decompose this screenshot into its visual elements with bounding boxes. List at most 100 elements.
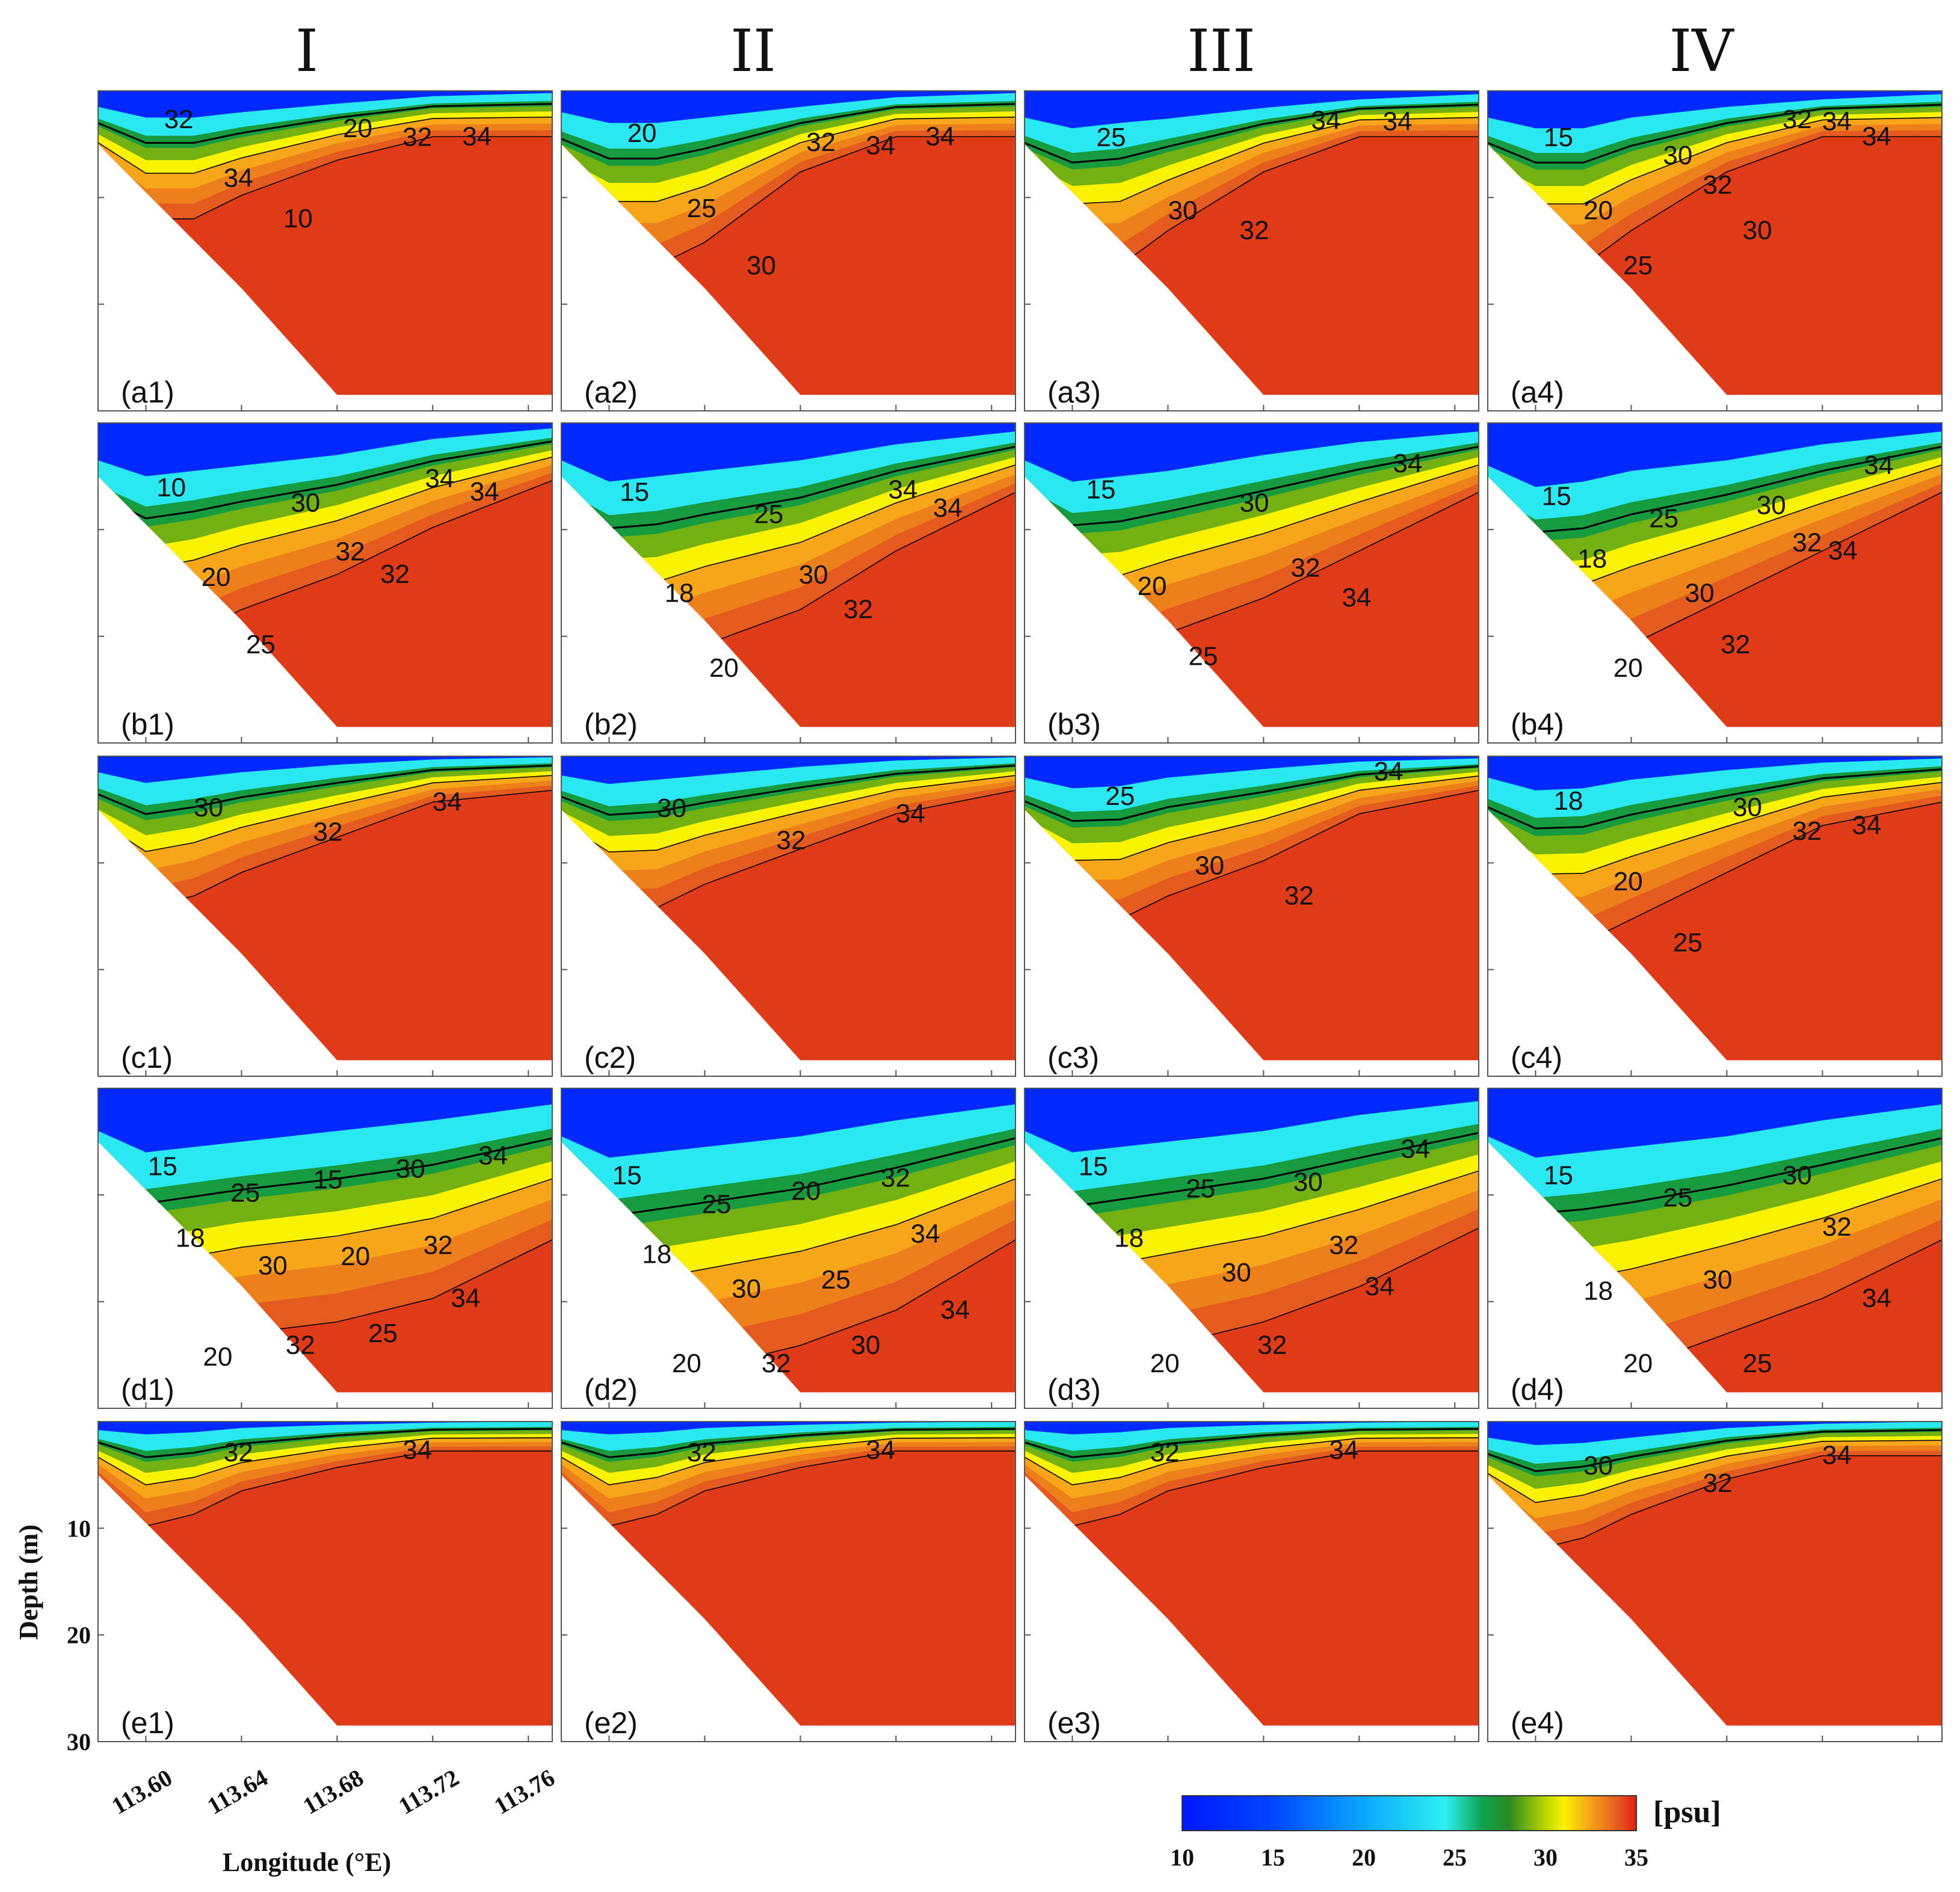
contour-label: 20 — [203, 1342, 232, 1372]
panel-frame — [561, 422, 1016, 744]
contour-label: 32 — [687, 1438, 717, 1467]
panel-frame — [1024, 1088, 1479, 1409]
panel-label: (e4) — [1511, 1706, 1564, 1740]
panel-label: (b2) — [584, 707, 638, 741]
colorbar-tick-label: 25 — [1443, 1844, 1467, 1871]
panel-c1: 30 32 34 (c1) — [97, 756, 553, 1077]
contour-label: 25 — [1189, 641, 1218, 671]
contour-label: 34 — [402, 1435, 432, 1465]
panel-b2: 15 18 20 25 30 32 34 34 (b2) — [561, 422, 1016, 744]
x-tick-label: 113.76 — [490, 1764, 559, 1820]
contour-label: 30 — [1168, 196, 1198, 225]
column-title-4: IV — [1669, 17, 1734, 85]
fresh-water-layer — [1025, 1088, 1479, 1153]
panel-label: (a1) — [121, 375, 174, 409]
contour-label: 18 — [1583, 1277, 1613, 1306]
panel-frame — [97, 1088, 553, 1409]
x-tick-label: 113.64 — [203, 1764, 273, 1820]
contour-label: 34 — [478, 1141, 508, 1170]
fresh-water-layer — [1488, 1088, 1942, 1158]
panel-frame — [97, 756, 553, 1077]
contour-label: 32 — [224, 1438, 253, 1467]
contour-label: 20 — [672, 1349, 701, 1378]
panel-label: (d3) — [1047, 1373, 1101, 1407]
contour-label: 32 — [313, 818, 343, 847]
contour-label: 30 — [1583, 1451, 1613, 1481]
fresh-water-layer — [561, 756, 1015, 784]
contour-label: 34 — [1822, 106, 1852, 136]
contour-label: 34 — [1852, 810, 1881, 840]
contour-label: 30 — [747, 251, 776, 280]
contour-label: 20 — [1613, 867, 1643, 896]
isohaline — [1488, 103, 1942, 164]
contour-label: 25 — [1623, 251, 1653, 280]
contour-label: 30 — [396, 1154, 425, 1183]
panel-label: (c1) — [121, 1041, 173, 1074]
contour-label: 25 — [821, 1265, 851, 1295]
fresh-water-layer — [1488, 423, 1942, 487]
isohaline — [1488, 1440, 1942, 1503]
panel-frame — [1487, 422, 1943, 744]
contour-label: 25 — [687, 194, 717, 223]
contour-label: 20 — [627, 119, 657, 148]
y-tick-label: 20 — [67, 1622, 91, 1649]
panel-b1: 10 20 25 30 32 32 34 34 (b1) — [97, 422, 553, 744]
contour-label: 34 — [1374, 757, 1404, 786]
contour-label: 25 — [1649, 504, 1678, 534]
panel-frame — [1024, 90, 1479, 411]
contour-label: 32 — [1284, 881, 1314, 910]
contour-label: 25 — [230, 1178, 260, 1207]
contour-label: 34 — [1862, 122, 1891, 151]
contour-label: 18 — [1577, 544, 1607, 573]
contour-label: 15 — [1544, 1160, 1573, 1190]
panel-frame — [1487, 90, 1943, 411]
contour-label: 30 — [258, 1251, 288, 1280]
panel-a2: 20 25 30 32 34 34 (a2) — [561, 90, 1016, 411]
contour-label: 34 — [1365, 1272, 1394, 1301]
y-axis-title: Depth (m) — [14, 1524, 43, 1640]
panel-frame — [561, 90, 1016, 411]
panel-e1: 32 34 (e1) — [97, 1421, 553, 1742]
contour-label: 20 — [202, 562, 231, 592]
contour-label: 34 — [224, 163, 253, 193]
contour-label: 18 — [642, 1240, 671, 1269]
x-tick-label: 113.72 — [394, 1764, 464, 1820]
contour-label: 32 — [762, 1349, 791, 1378]
panel-frame — [1487, 1088, 1943, 1409]
contour-label: 34 — [1862, 1283, 1891, 1313]
contour-label: 34 — [940, 1295, 970, 1325]
panel-frame — [97, 1421, 553, 1742]
contour-label: 25 — [1186, 1174, 1215, 1203]
isohaline — [1025, 1428, 1479, 1458]
contour-label: 20 — [1138, 572, 1167, 601]
contour-label: 30 — [657, 793, 686, 823]
panel-a3: 25 30 32 34 34 (a3) — [1024, 90, 1479, 411]
panel-label: (c4) — [1511, 1041, 1562, 1074]
panel-label: (c3) — [1047, 1041, 1099, 1074]
contour-label: 15 — [612, 1160, 642, 1190]
panel-label: (a2) — [584, 375, 638, 409]
contour-label: 34 — [933, 493, 963, 523]
isohaline — [561, 775, 1015, 853]
contour-label: 18 — [1114, 1224, 1144, 1253]
fresh-water-layer — [561, 1422, 1015, 1435]
panel-frame — [1024, 1421, 1479, 1742]
isohaline — [98, 1428, 552, 1458]
contour-label: 25 — [1743, 1349, 1772, 1378]
panel-e3: 32 34 (e3) — [1024, 1421, 1479, 1742]
panel-label: (d4) — [1511, 1373, 1564, 1407]
panel-frame — [1024, 422, 1479, 744]
column-title-3: III — [1187, 17, 1256, 85]
column-title-2: II — [730, 17, 776, 85]
contour-label: 25 — [1105, 781, 1135, 811]
contour-label: 20 — [1613, 653, 1643, 683]
colorbar-tick-label: 15 — [1261, 1844, 1285, 1871]
contour-label: 30 — [799, 560, 828, 590]
contour-label: 15 — [1542, 482, 1571, 511]
contour-label: 32 — [402, 123, 432, 152]
contour-label: 32 — [1721, 630, 1750, 659]
y-tick-label: 30 — [67, 1728, 91, 1755]
contour-label: 25 — [1097, 123, 1126, 152]
colorbar-tick-label: 20 — [1352, 1844, 1376, 1871]
